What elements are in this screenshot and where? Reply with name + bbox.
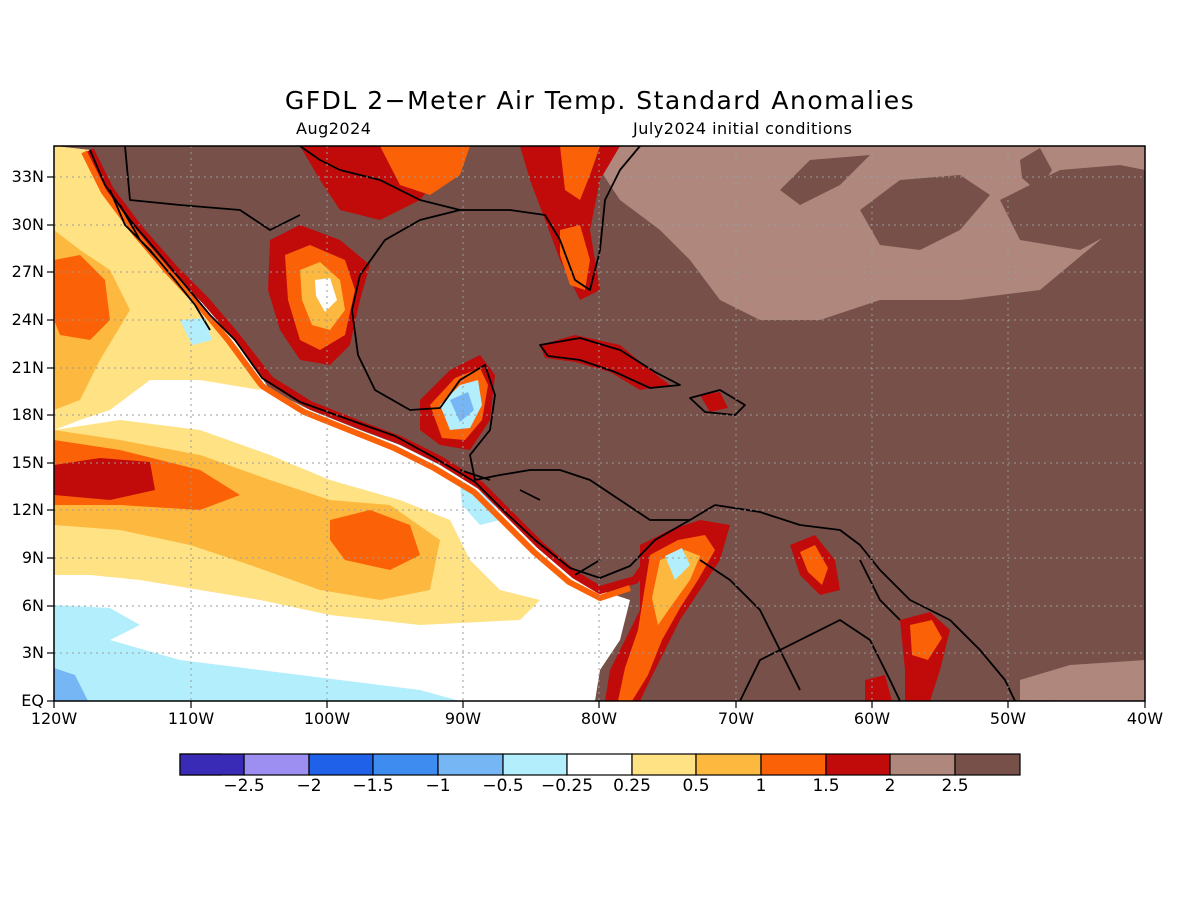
- colorbar-box: [566, 753, 633, 776]
- hispaniola-warm: [700, 392, 728, 412]
- colorbar: [179, 753, 1021, 776]
- pacific-cool-corner: [54, 668, 88, 701]
- valid-month: Aug2024: [296, 119, 372, 138]
- border-mexico-us: [124, 146, 301, 231]
- lat-label: 12N: [11, 500, 44, 519]
- lon-label: 100W: [303, 709, 351, 728]
- coastline-south-america: [714, 504, 1016, 701]
- colorbar-label: −1: [425, 776, 451, 796]
- guiana-warm: [910, 620, 942, 660]
- pacific-warm-band: [54, 146, 260, 430]
- colorbar-box: [243, 753, 310, 776]
- coastline-mexico-west: [89, 149, 716, 579]
- colombia-warm: [652, 550, 700, 625]
- lat-label: 30N: [11, 215, 44, 234]
- colorbar-box: [760, 753, 827, 776]
- lat-label: 33N: [11, 167, 44, 186]
- lat-label: 9N: [21, 548, 44, 567]
- colorbar-box: [179, 753, 245, 776]
- colorbar-label: −0.5: [482, 776, 524, 796]
- border-central-america: [459, 469, 601, 576]
- pacific-deep-orange: [330, 510, 420, 570]
- lat-label: 3N: [21, 643, 44, 662]
- coastline-gulf: [351, 209, 690, 521]
- pacific-cool-band: [54, 605, 460, 701]
- colorbar-label: 2.5: [941, 776, 969, 796]
- florida-warm: [560, 225, 590, 290]
- coastline-us-south: [299, 146, 641, 291]
- lat-label: 15N: [11, 453, 44, 472]
- pacific-red-core: [54, 458, 155, 500]
- lon-label: 60W: [853, 709, 891, 728]
- texas-warm-area: [315, 278, 337, 312]
- colorbar-box: [372, 753, 439, 776]
- atlantic-dark-blob: [860, 175, 990, 250]
- lon-label: 110W: [167, 709, 215, 728]
- colorbar-box: [889, 753, 956, 776]
- coastline-hispaniola: [689, 389, 746, 416]
- lat-label: 6N: [21, 596, 44, 615]
- lon-label: 90W: [444, 709, 482, 728]
- graticule: [54, 146, 1145, 701]
- colorbar-label: 1.5: [812, 776, 840, 796]
- colorbar-box: [954, 753, 1021, 776]
- colorbar-label: 0.25: [613, 776, 651, 796]
- colombia-cool: [665, 548, 690, 580]
- lon-label: 120W: [30, 709, 78, 728]
- southeast-us-warm: [380, 146, 470, 195]
- colorbar-box: [825, 753, 891, 776]
- axis-ticks: [47, 176, 1146, 708]
- lon-label: 70W: [717, 709, 755, 728]
- colorbar-box: [308, 753, 374, 776]
- colorbar-label: −2.5: [223, 776, 265, 796]
- colorbar-box: [437, 753, 504, 776]
- southeast-anomaly-patch: [1020, 660, 1145, 701]
- lat-label: EQ: [21, 691, 44, 710]
- lat-label: 27N: [11, 262, 44, 281]
- coastline-cuba: [539, 337, 681, 389]
- pacific-cool-spot: [180, 318, 212, 345]
- lon-label: 80W: [580, 709, 618, 728]
- border-south-america: [699, 559, 901, 701]
- lon-label: 50W: [989, 709, 1027, 728]
- colorbar-label: 0.5: [682, 776, 710, 796]
- colorbar-box: [695, 753, 762, 776]
- atlantic-dark-blob: [780, 155, 870, 205]
- colorbar-label: 1: [755, 776, 767, 796]
- lon-label: 40W: [1126, 709, 1164, 728]
- coastline-baja: [109, 189, 211, 331]
- coastlines: [89, 146, 1016, 701]
- southeast-us-warm: [520, 146, 620, 300]
- colorbar-label: −0.25: [540, 776, 594, 796]
- southeast-us-warm: [560, 146, 600, 200]
- colorbar-label: 2: [884, 776, 896, 796]
- pacific-deep-orange: [54, 255, 110, 340]
- cuba-warm: [540, 335, 670, 390]
- atlantic-dark-blob: [1020, 148, 1052, 192]
- lat-label: 21N: [11, 358, 44, 377]
- colorbar-box: [631, 753, 697, 776]
- colorbar-box: [502, 753, 568, 776]
- initial-conditions: July2024 initial conditions: [633, 119, 853, 138]
- colorbar-label: −2: [296, 776, 322, 796]
- colorbar-label: −1.5: [352, 776, 394, 796]
- venezuela-warm: [800, 545, 828, 585]
- map-title: GFDL 2−Meter Air Temp. Standard Anomalie…: [284, 86, 916, 115]
- lat-label: 24N: [11, 310, 44, 329]
- lat-label: 18N: [11, 405, 44, 424]
